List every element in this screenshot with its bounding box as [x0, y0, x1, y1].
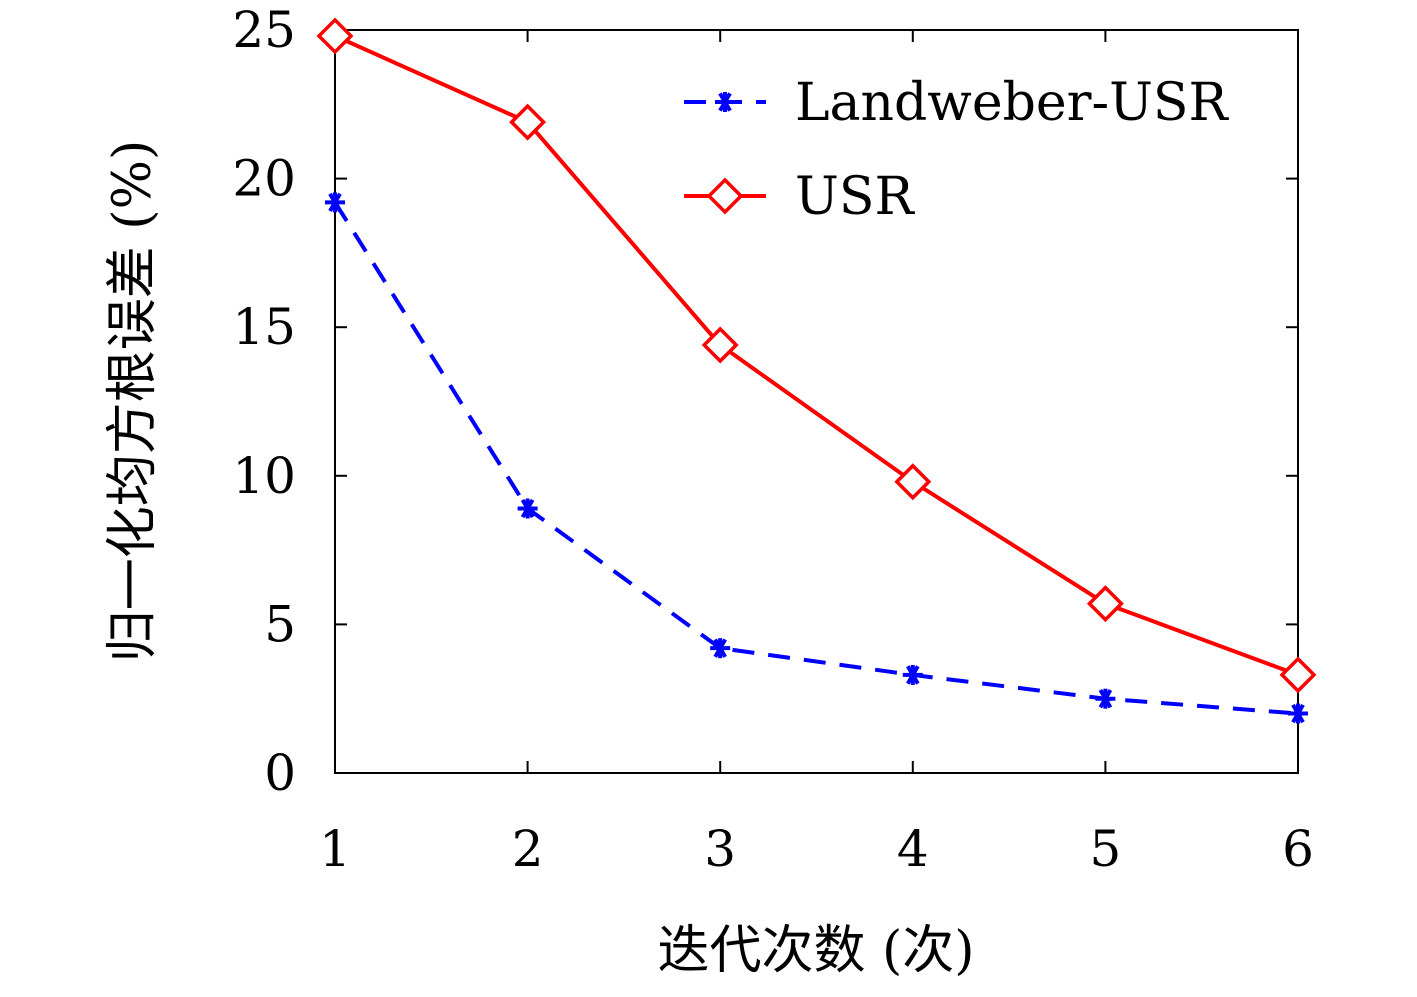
series-landweber-usr — [325, 192, 1308, 724]
y-tick-label: 10 — [232, 447, 296, 505]
data-point — [710, 638, 731, 659]
x-tick-label: 3 — [704, 820, 736, 878]
x-tick-label: 6 — [1282, 820, 1314, 878]
y-tick-label: 0 — [264, 744, 296, 802]
x-tick-label: 1 — [319, 820, 351, 878]
legend-label: Landweber-USR — [795, 73, 1230, 133]
axis-ticks: 1 2 3 4 5 6 0 5 10 15 20 25 — [232, 1, 1314, 878]
x-tick-label: 5 — [1089, 820, 1121, 878]
series-line — [334, 34, 1299, 677]
data-point — [1288, 703, 1308, 724]
series-usr — [316, 17, 1317, 694]
legend-label: USR — [795, 167, 915, 227]
x-axis-label: 迭代次数 (次) — [657, 921, 974, 981]
data-point — [902, 664, 923, 685]
y-tick-label: 15 — [232, 298, 296, 356]
data-point — [894, 463, 932, 501]
y-tick-label: 5 — [264, 595, 296, 653]
y-tick-label: 25 — [232, 1, 296, 59]
data-point — [325, 192, 345, 213]
legend-marker — [715, 92, 735, 112]
x-tick-label: 4 — [897, 820, 929, 878]
legend: Landweber-USR USR — [684, 73, 1230, 227]
x-tick-label: 2 — [512, 820, 544, 878]
data-point — [1095, 688, 1116, 709]
series-layer — [316, 17, 1317, 724]
series-line — [333, 201, 1299, 716]
data-point — [701, 326, 739, 364]
plot-frame — [334, 29, 1299, 774]
data-point — [509, 103, 547, 141]
data-point — [316, 17, 354, 55]
legend-item: USR — [684, 167, 915, 227]
y-tick-label: 20 — [232, 150, 296, 208]
y-axis-label: 归一化均方根误差 (%) — [103, 140, 163, 663]
data-point — [1086, 585, 1124, 623]
data-point — [517, 498, 538, 519]
data-point — [1279, 656, 1317, 694]
legend-item: Landweber-USR — [684, 73, 1230, 133]
legend-marker — [706, 177, 744, 215]
